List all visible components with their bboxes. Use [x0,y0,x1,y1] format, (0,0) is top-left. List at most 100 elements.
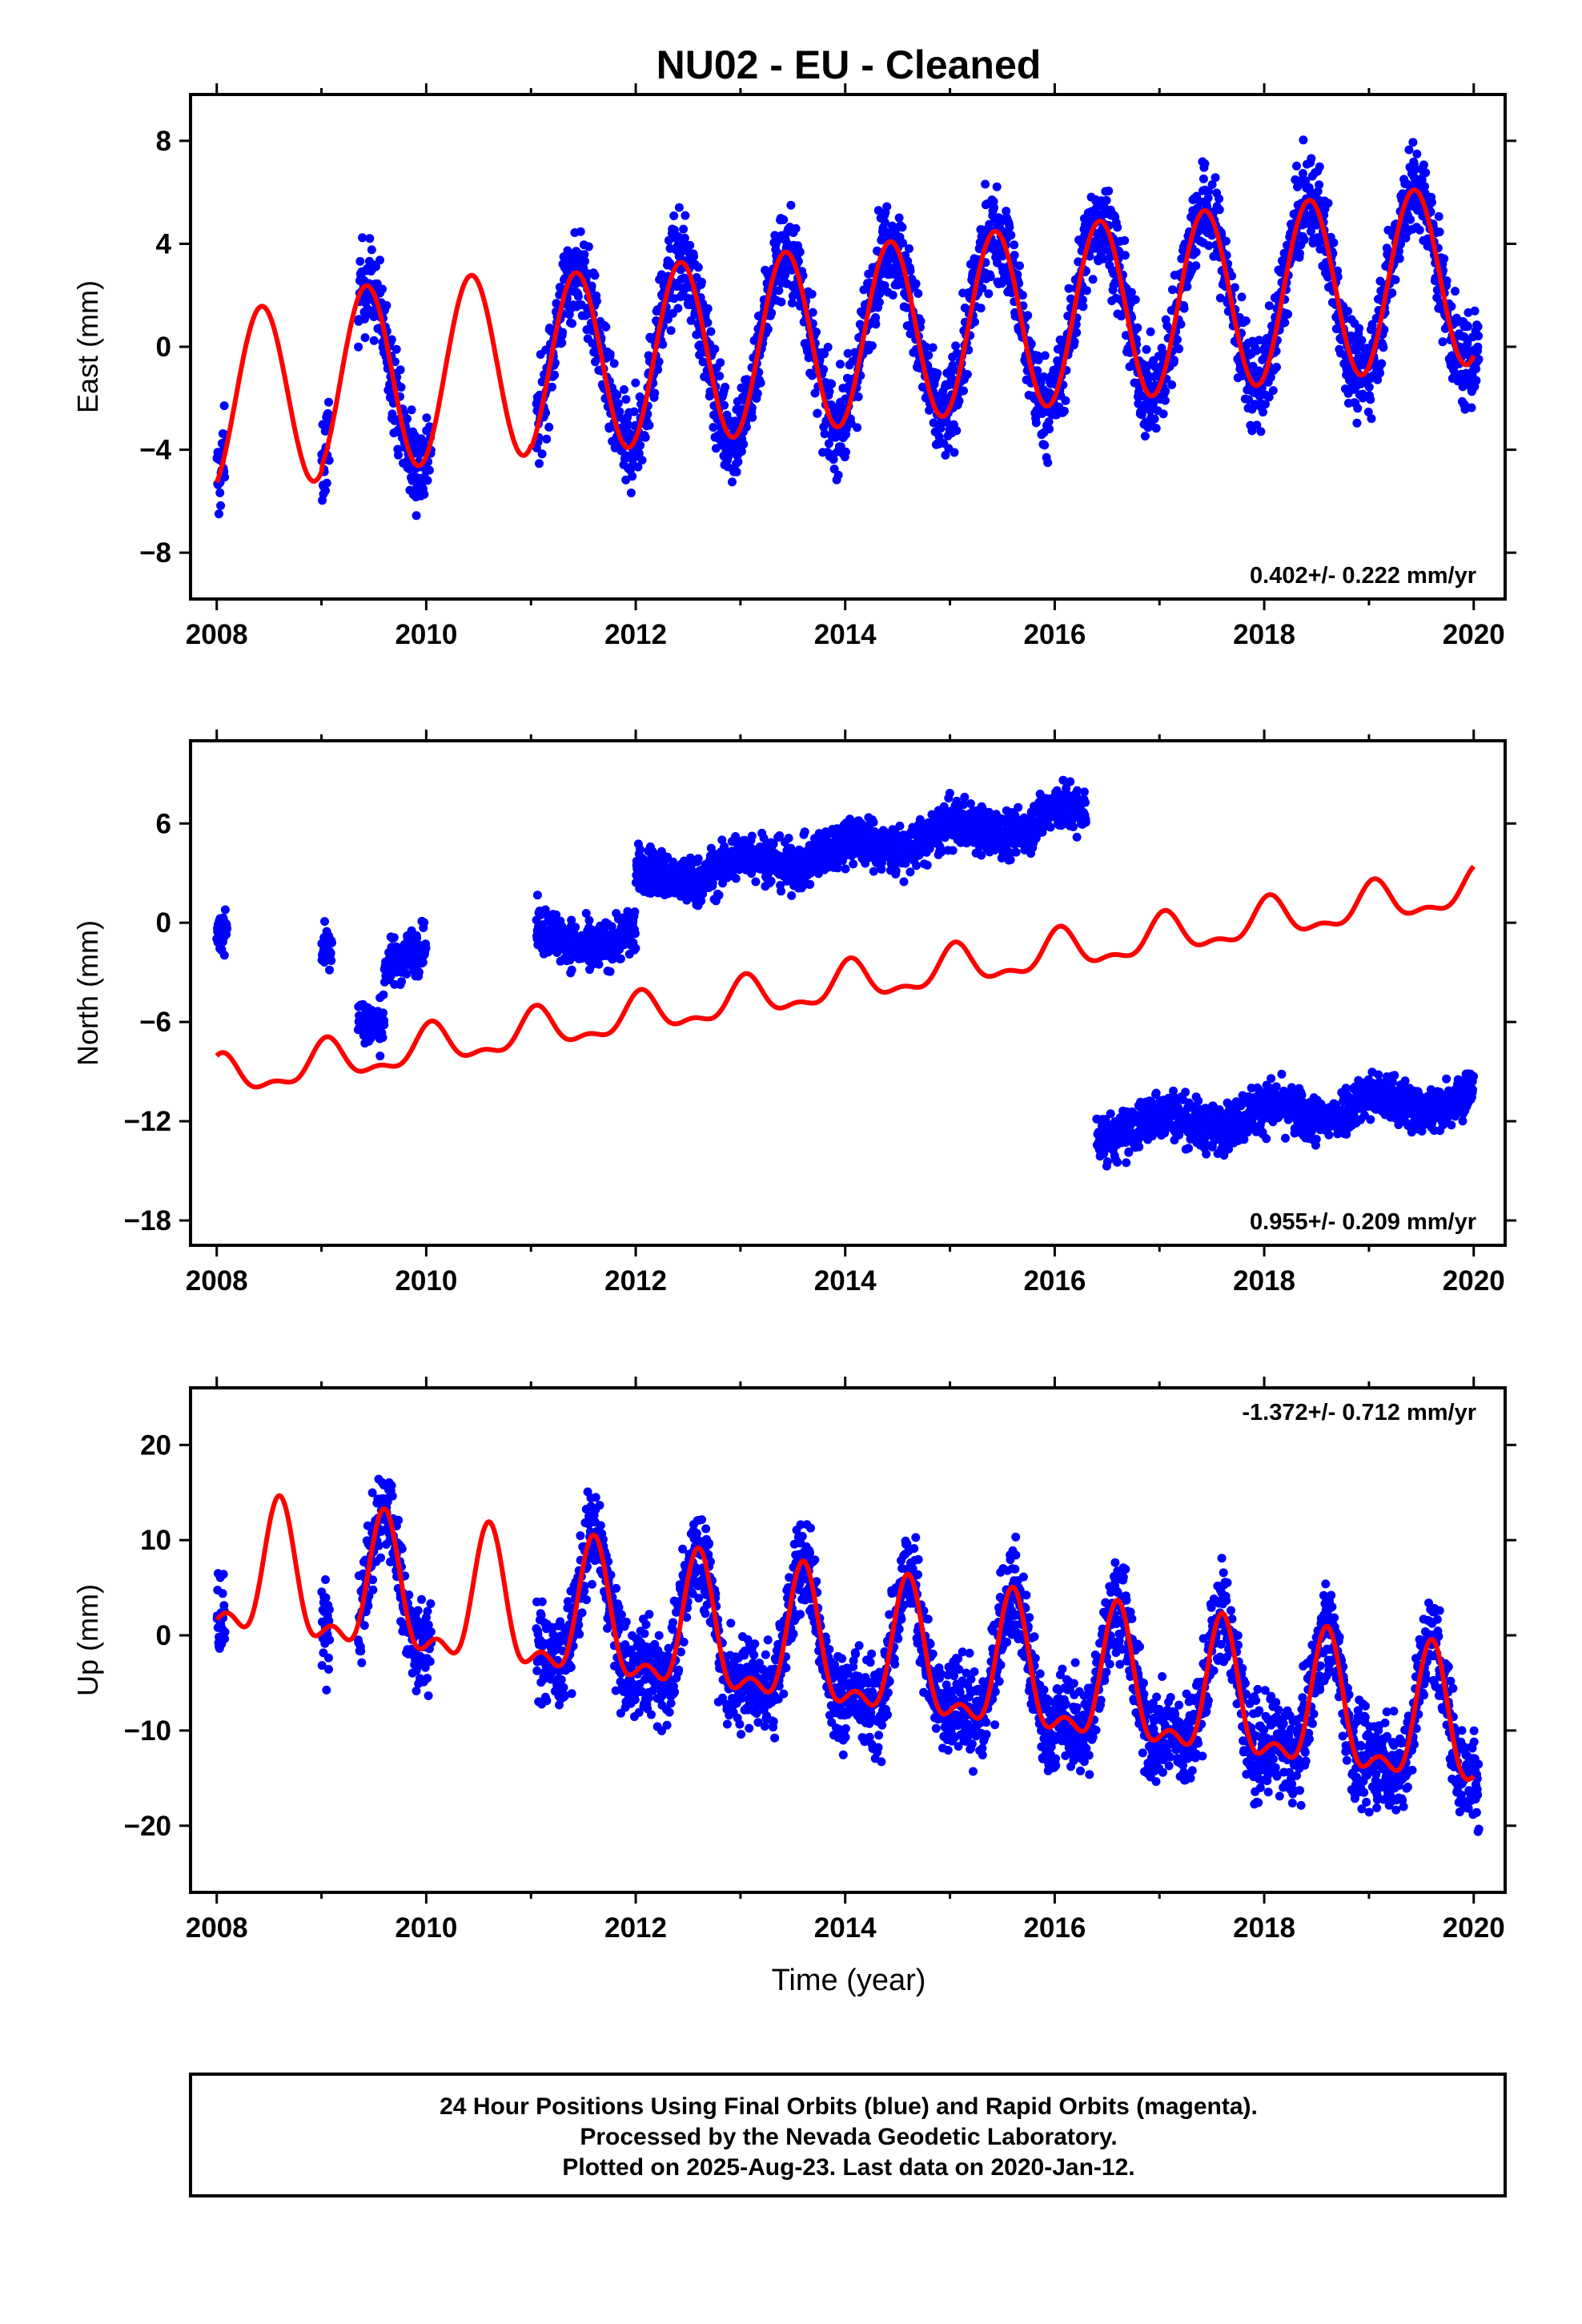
data-point [216,501,226,510]
data-point [558,328,568,337]
data-point [605,967,615,976]
data-point [880,281,889,291]
data-point [607,922,616,931]
data-point [693,263,703,272]
data-point [820,429,829,439]
data-point [1120,251,1130,260]
data-point [819,364,829,374]
data-point [1410,165,1419,175]
data-point [375,255,384,265]
data-point [697,277,706,287]
data-point [1203,193,1213,203]
data-point [544,422,554,432]
data-point [1015,261,1024,271]
data-point [777,297,786,307]
data-point [1104,187,1114,195]
data-point [1421,168,1431,178]
data-point [1230,283,1239,292]
data-point [804,353,813,363]
data-point [882,202,892,211]
data-point [1408,138,1418,147]
data-point [769,839,778,849]
data-point [1357,336,1367,345]
y-tick-label: 0 [156,332,171,363]
data-point [787,298,797,308]
data-point [849,859,858,869]
data-point [379,990,388,999]
data-point [898,239,908,247]
data-point [1044,417,1054,427]
data-point [948,846,958,855]
y-tick-label: 4 [156,228,172,259]
data-point [977,850,986,860]
data-point [1353,404,1363,413]
data-point [367,245,376,255]
data-point [1419,160,1428,170]
data-point [321,486,330,496]
data-point [378,284,387,294]
data-point [901,858,910,868]
data-point [1323,199,1333,208]
data-point [576,227,585,236]
data-point [542,434,552,444]
data-point [1268,386,1278,396]
data-point [1315,180,1324,190]
data-point [1150,414,1159,424]
data-point [1126,287,1136,297]
data-point [572,279,580,288]
data-point [394,450,403,460]
data-point [1018,291,1027,300]
data-point [960,792,970,802]
data-point [970,317,979,327]
data-point [721,382,730,392]
data-point [716,358,725,368]
data-point [905,266,915,275]
data-point [673,304,683,313]
data-point [1176,320,1186,329]
data-point [1010,240,1019,250]
data-point [1464,322,1472,332]
data-point [1420,182,1429,191]
data-point [962,370,972,379]
data-point [985,219,994,229]
data-point [1146,327,1155,336]
data-point [805,879,815,889]
data-point [945,789,954,798]
east-model-curve [214,187,1476,484]
data-point [215,488,225,497]
data-point [327,938,336,947]
data-point [674,203,684,212]
data-point [1373,375,1383,384]
data-point [714,891,724,900]
data-point [1199,174,1208,183]
data-point [731,832,741,841]
data-point [1011,847,1021,857]
east-panel: 2008 2010 2012 2014 2016 2018 2020840−4−8East … [71,83,1516,650]
data-point [1098,254,1108,263]
data-point [897,223,907,232]
data-point [1078,296,1087,304]
data-point [710,344,720,354]
data-point [418,958,428,967]
data-point [369,336,379,345]
data-point [407,405,416,415]
data-point [808,371,817,380]
data-point [747,831,757,841]
data-point [753,388,762,398]
data-point [567,915,576,925]
data-point [1102,195,1111,205]
data-point [1299,235,1309,244]
data-point [733,457,743,467]
data-point [1367,414,1376,424]
data-point [1252,420,1262,430]
data-point [951,341,961,351]
data-point [628,472,637,481]
data-point [658,340,668,349]
data-point [739,440,749,449]
data-point [580,250,589,259]
data-point [959,800,968,810]
data-point [656,270,666,279]
data-point [322,478,331,488]
data-point [1315,162,1324,171]
data-point [584,915,594,925]
